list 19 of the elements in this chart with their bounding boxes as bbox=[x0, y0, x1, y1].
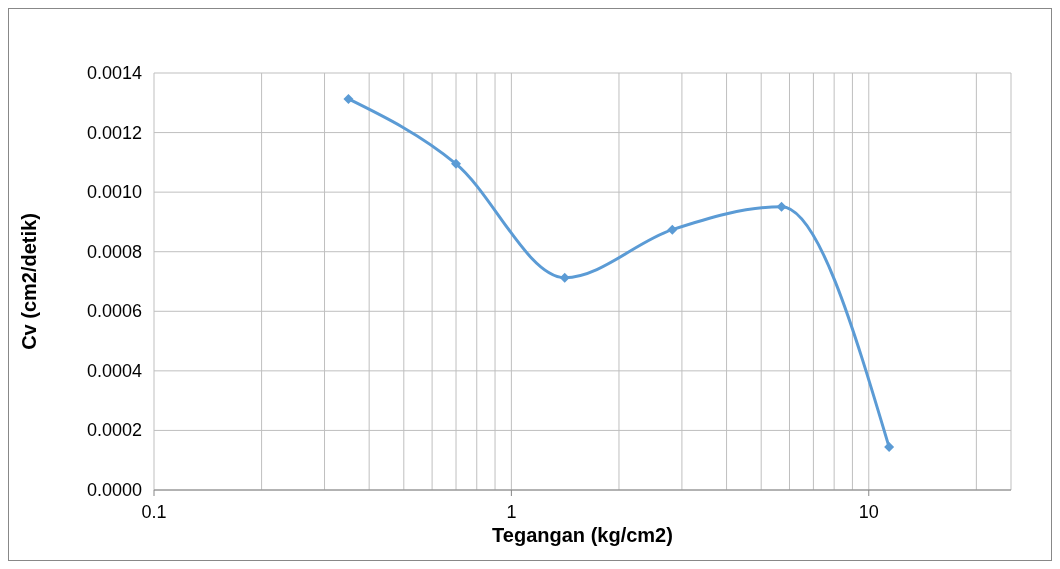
y-tick-label: 0.0010 bbox=[86, 182, 142, 203]
point bbox=[776, 201, 787, 212]
point bbox=[667, 224, 678, 235]
y-tick-label: 0.0014 bbox=[86, 63, 142, 83]
x-tick-label: 0.1 bbox=[141, 502, 167, 522]
y-axis-title: Cv (cm2/detik) bbox=[18, 213, 41, 350]
x-tick-label: 1 bbox=[506, 502, 517, 522]
y-tick-label: 0.0002 bbox=[86, 420, 142, 441]
y-tick-label: 0.0000 bbox=[86, 480, 142, 500]
y-tick-label: 0.0012 bbox=[86, 122, 142, 143]
x-axis-title: Tegangan (kg/cm2) bbox=[492, 524, 673, 546]
x-tick-label: 10 bbox=[858, 502, 879, 522]
y-tick-label: 0.0006 bbox=[86, 301, 142, 322]
point bbox=[451, 158, 462, 169]
point bbox=[884, 442, 895, 453]
point bbox=[559, 272, 570, 283]
y-tick-label: 0.0008 bbox=[86, 241, 142, 262]
y-tick-label: 0.0004 bbox=[86, 360, 142, 381]
point bbox=[343, 93, 354, 104]
